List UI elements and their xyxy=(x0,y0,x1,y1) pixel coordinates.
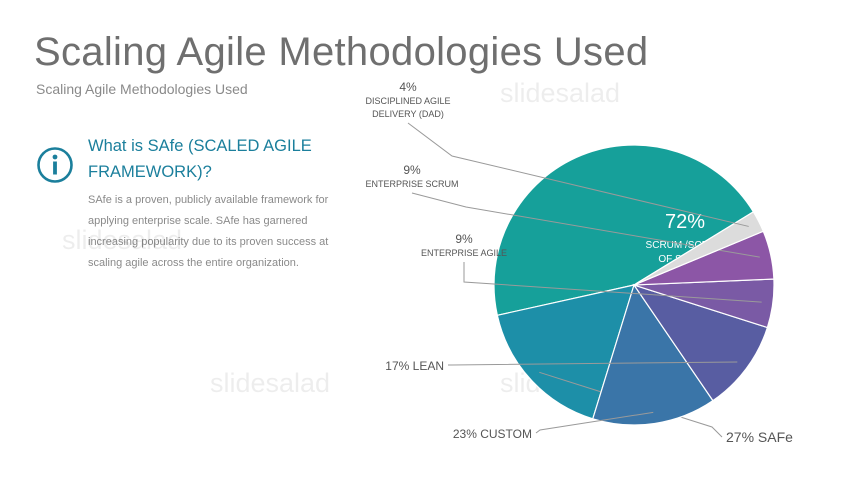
leader-line-lean xyxy=(448,361,738,366)
slice-label-name-enterprise-agile: ENTERPRISE AGILE xyxy=(421,248,507,258)
slice-label-name-scrum: SCRUM /SCRUM xyxy=(646,240,725,251)
info-icon xyxy=(37,147,73,183)
slice-label-value-enterprise-scrum: 9% xyxy=(403,163,421,177)
slice-label-value-enterprise-agile: 9% xyxy=(455,232,473,246)
leader-line-safe xyxy=(539,371,723,438)
info-body: SAfe is a proven, publicly available fra… xyxy=(88,194,329,269)
slice-label-value-scrum: 72% xyxy=(665,211,705,233)
info-heading: What is SAfe (SCALED AGILE FRAMEWORK)? xyxy=(88,137,312,181)
pie-slice-dad xyxy=(633,211,765,286)
pie-slice-scrum xyxy=(493,144,755,317)
leader-line-dad xyxy=(407,122,749,227)
leader-line-enterprise-agile xyxy=(463,262,762,303)
slice-label-safe: 27% SAFe xyxy=(726,429,793,445)
slice-label-name-dad: DISCIPLINED AGILE xyxy=(365,96,450,106)
slice-label-name-enterprise-scrum: ENTERPRISE SCRUM xyxy=(365,179,458,189)
pie-slice-safe xyxy=(496,284,635,420)
leader-line-enterprise-scrum xyxy=(411,192,760,258)
slice-label-value-dad: 4% xyxy=(399,80,417,94)
slice-label-custom: 23% CUSTOM xyxy=(453,427,532,441)
slice-label-name-dad: DELIVERY (DAD) xyxy=(372,109,444,119)
pie-slice-lean xyxy=(632,283,769,402)
page-title: Scaling Agile Methodologies Used xyxy=(34,30,649,74)
leader-line-custom xyxy=(535,411,654,434)
page-subtitle: Scaling Agile Methodologies Used xyxy=(36,81,248,97)
slice-label-lean: 17% LEAN xyxy=(385,359,444,373)
